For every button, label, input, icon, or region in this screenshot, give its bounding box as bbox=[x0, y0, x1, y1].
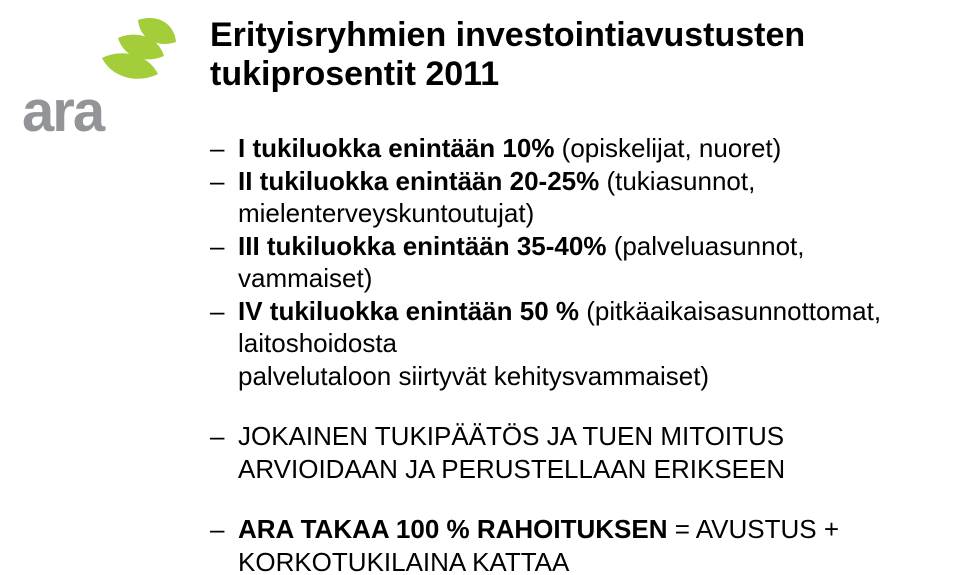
slide-title: Erityisryhmien investointiavustusten tuk… bbox=[210, 16, 920, 94]
bullet-item: I tukiluokka enintään 10% (opiskelijat, … bbox=[210, 132, 920, 165]
bullet-subline: palvelutaloon siirtyvät kehitysvammaiset… bbox=[238, 360, 920, 393]
footer-bullet: JOKAINEN TUKIPÄÄTÖS JA TUEN MITOITUS ARV… bbox=[210, 420, 920, 485]
slide-body: I tukiluokka enintään 10% (opiskelijat, … bbox=[210, 132, 920, 575]
bullet-bold: IV tukiluokka enintään 50 % bbox=[238, 296, 586, 326]
bullet-item: IV tukiluokka enintään 50 % (pitkäaikais… bbox=[210, 295, 920, 393]
bullet-item: II tukiluokka enintään 20-25% (tukiasunn… bbox=[210, 165, 920, 230]
spacer bbox=[210, 392, 920, 420]
slide: ara Erityisryhmien investointiavustusten… bbox=[0, 0, 960, 575]
footer-bullet: ARA TAKAA 100 % RAHOITUKSEN = AVUSTUS + … bbox=[210, 513, 920, 575]
title-line2: tukiprosentit 2011 bbox=[210, 55, 499, 93]
bullet-tail: (opiskelijat, nuoret) bbox=[562, 133, 782, 163]
footer-bold: ARA TAKAA 100 % RAHOITUKSEN bbox=[238, 514, 668, 544]
bullet-bold: I tukiluokka enintään 10% bbox=[238, 133, 562, 163]
brand-logo: ara bbox=[18, 12, 188, 145]
leaf-icon bbox=[102, 18, 176, 79]
title-line1: Erityisryhmien investointiavustusten bbox=[210, 16, 805, 54]
spacer bbox=[210, 485, 920, 513]
bullet-bold: III tukiluokka enintään 35-40% bbox=[238, 231, 614, 261]
footer-text: JOKAINEN TUKIPÄÄTÖS JA TUEN MITOITUS ARV… bbox=[238, 421, 785, 484]
bullet-item: III tukiluokka enintään 35-40% (palvelua… bbox=[210, 230, 920, 295]
bullet-bold: II tukiluokka enintään 20-25% bbox=[238, 166, 606, 196]
